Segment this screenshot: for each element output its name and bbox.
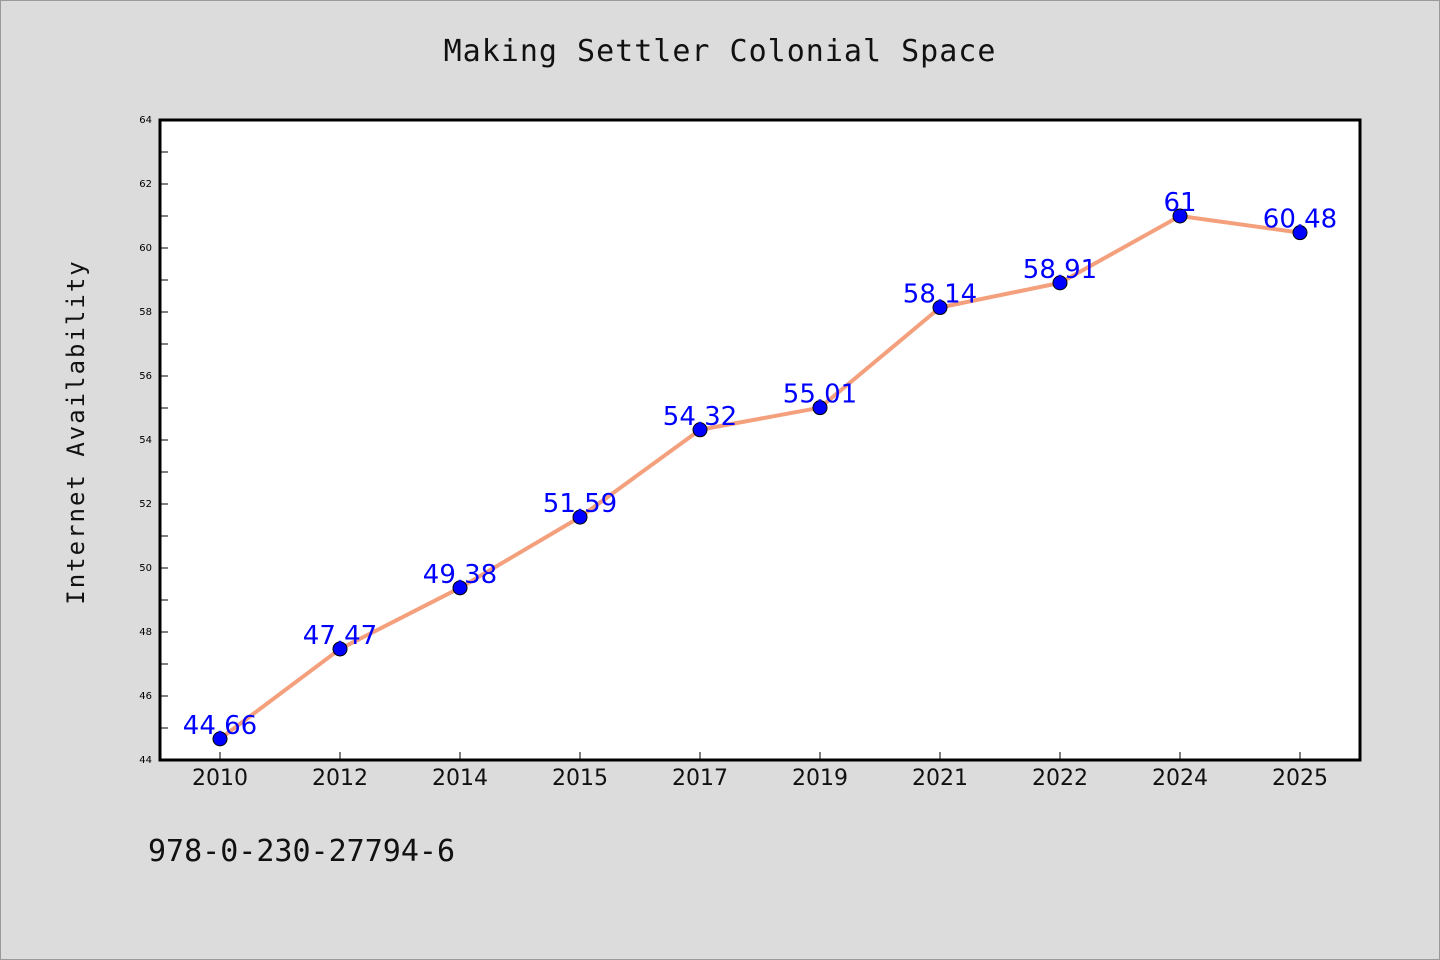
y-tick-label: 50 <box>139 563 152 574</box>
x-tick-label: 2019 <box>792 766 848 791</box>
y-tick-label: 48 <box>139 627 152 638</box>
x-tick-label: 2024 <box>1152 766 1208 791</box>
data-label: 58.14 <box>903 280 977 310</box>
data-point <box>1172 208 1188 224</box>
data-point <box>692 422 708 438</box>
y-tick-label: 46 <box>139 691 152 702</box>
data-label: 51.59 <box>543 489 617 519</box>
y-axis-label: Internet Availability <box>62 259 90 604</box>
y-tick-label: 62 <box>139 179 152 190</box>
data-point <box>1292 225 1308 241</box>
data-label: 58.91 <box>1023 255 1097 285</box>
y-tick-label: 52 <box>139 499 152 510</box>
isbn-note: 978-0-230-27794-6 <box>148 834 456 869</box>
data-label: 54.32 <box>663 402 737 432</box>
y-tick-label: 58 <box>139 307 152 318</box>
data-label: 61 <box>1163 188 1196 218</box>
y-tick-label: 54 <box>139 435 152 446</box>
data-label: 49.38 <box>423 560 497 590</box>
data-point <box>332 641 348 657</box>
x-tick-label: 2021 <box>912 766 968 791</box>
y-tick-label: 44 <box>139 755 152 766</box>
data-point <box>932 300 948 316</box>
y-tick-label: 60 <box>139 243 152 254</box>
x-tick-label: 2025 <box>1272 766 1328 791</box>
x-tick-label: 2017 <box>672 766 728 791</box>
chart-title: Making Settler Colonial Space <box>443 34 997 69</box>
x-tick-label: 2015 <box>552 766 608 791</box>
x-tick-label: 2014 <box>432 766 488 791</box>
x-tick-label: 2022 <box>1032 766 1088 791</box>
plot-border <box>158 118 1362 762</box>
data-point <box>812 400 828 416</box>
data-point <box>572 509 588 525</box>
x-tick-label: 2010 <box>192 766 248 791</box>
data-point <box>1052 275 1068 291</box>
x-tick-label: 2012 <box>312 766 368 791</box>
data-label: 60.48 <box>1263 205 1337 235</box>
data-label: 55.01 <box>783 380 857 410</box>
y-tick-label: 64 <box>139 115 152 126</box>
data-point <box>212 731 228 747</box>
data-label: 44.66 <box>183 711 257 741</box>
y-tick-label: 56 <box>139 371 152 382</box>
data-label: 47.47 <box>303 621 377 651</box>
series-line <box>218 214 1302 741</box>
data-point <box>452 580 468 596</box>
